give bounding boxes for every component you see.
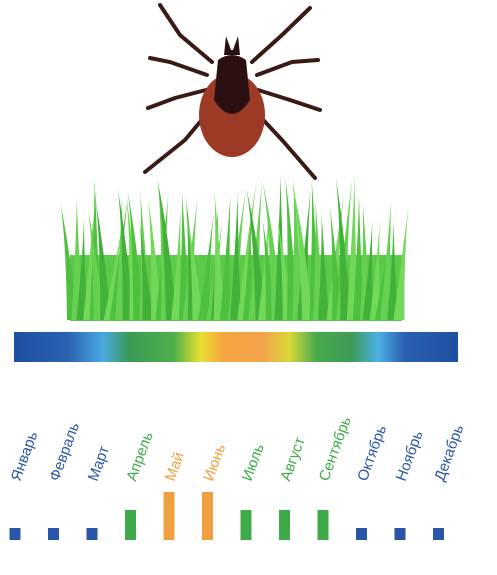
month-label: Июль [239,441,268,483]
grass-blade [95,199,112,320]
bar [356,528,367,540]
bar [240,510,252,540]
grass-blade [346,176,358,320]
month-label: Декабрь [431,422,467,483]
month-label: Апрель [123,430,156,484]
bar [163,492,175,540]
month-label: Май [162,450,188,483]
grass-blade [380,199,392,320]
tick-head [214,55,250,114]
bar [86,528,98,540]
month-label: Сентябрь [316,414,355,483]
grass-blade [127,191,145,320]
grass-blade [186,212,204,320]
grass-blade [393,206,409,320]
grass-blade [362,219,374,320]
month-label: Ноябрь [393,428,427,483]
grass-blade [139,221,154,320]
grass-blade [148,198,163,320]
bar [9,528,21,540]
grass-blade [335,178,352,320]
bar [125,510,136,540]
grass [60,176,409,321]
tick-mouth [224,36,240,55]
grass-blade [369,220,381,320]
month-label: Июнь [200,442,229,484]
grass-blade [198,213,214,320]
grass-blade [230,192,242,320]
bar [202,492,213,540]
grass-blade [237,179,257,320]
grass-blade [171,209,183,320]
bar [279,510,290,540]
season-gradient [14,332,458,362]
grass-blade [318,212,330,320]
bar [48,528,59,540]
grass-blade [76,218,88,320]
month-chart: Январь Февраль Март Апрель Май Июнь Июль Август… [8,414,467,540]
grass-blade [246,188,267,320]
grass-blade [352,193,364,320]
month-label: Январь [8,429,42,483]
grass-blade [387,220,399,320]
month-label: Март [85,444,113,484]
grass-blade [292,183,314,320]
bar [394,528,406,540]
bar [433,528,444,540]
month-label: Август [277,435,308,483]
bar [317,510,329,540]
grass-blade [219,194,231,320]
grass-blade [213,191,225,320]
month-label: Февраль [46,420,83,483]
grass-blade [157,179,177,320]
month-label: Октябрь [354,423,390,484]
